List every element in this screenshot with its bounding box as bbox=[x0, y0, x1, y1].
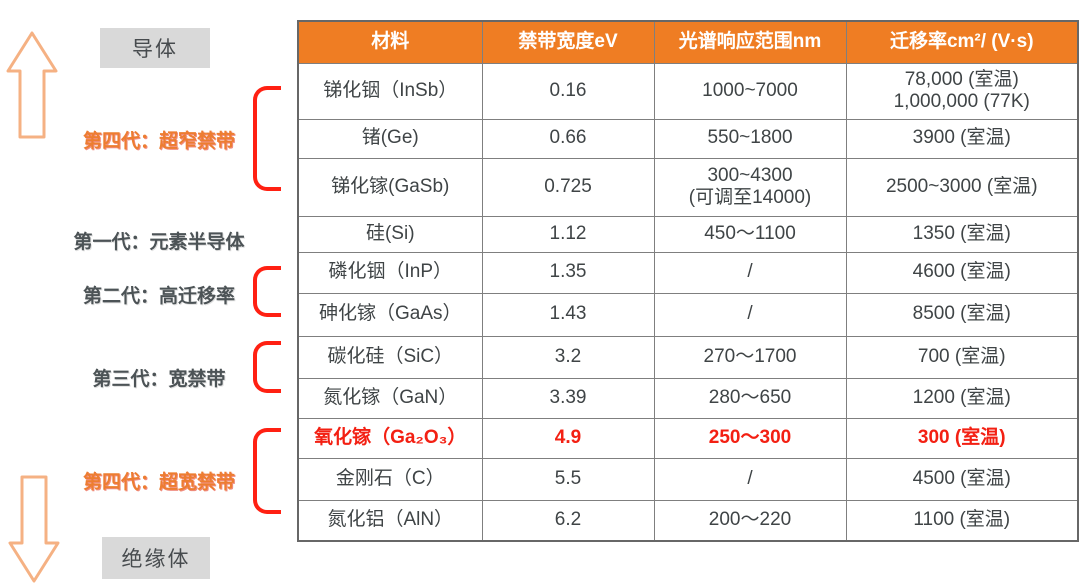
col-header-mobility: 迁移率cm²/ (V·s) bbox=[845, 20, 1079, 64]
gen1-label: 第一代：元素半导体 bbox=[73, 232, 245, 253]
conductor-box: 导体 bbox=[100, 28, 210, 68]
gen3-label: 第三代：宽禁带 bbox=[92, 369, 226, 390]
cell-spectral: 550~1800 bbox=[653, 118, 847, 159]
gen4-wide-label: 第四代：超宽禁带 bbox=[82, 472, 235, 493]
cell-material: 金刚石（C） bbox=[297, 457, 483, 501]
col-header-spectral: 光谱响应范围nm bbox=[653, 20, 847, 64]
table-header-row: 材料 禁带宽度eV 光谱响应范围nm 迁移率cm²/ (V·s) bbox=[297, 20, 1079, 64]
col-header-material: 材料 bbox=[297, 20, 483, 64]
col-header-bandgap: 禁带宽度eV bbox=[481, 20, 655, 64]
cell-mobility: 1350 (室温) bbox=[845, 215, 1079, 253]
cell-material: 氮化镓（GaN） bbox=[297, 377, 483, 419]
down-arrow-icon bbox=[8, 475, 60, 583]
cell-spectral: 450～1100 bbox=[653, 215, 847, 253]
cell-bandgap: 1.12 bbox=[481, 215, 655, 253]
cell-material: 碳化硅（SiC） bbox=[297, 335, 483, 379]
cell-spectral: / bbox=[653, 292, 847, 337]
group-bracket-gen3 bbox=[253, 341, 281, 393]
table-row: 氮化镓（GaN） 3.39 280～650 1200 (室温) bbox=[297, 377, 1079, 419]
cell-bandgap: 0.725 bbox=[481, 157, 655, 217]
materials-table: 材料 禁带宽度eV 光谱响应范围nm 迁移率cm²/ (V·s) 锑化铟（InS… bbox=[297, 20, 1079, 542]
cell-spectral: 270～1700 bbox=[653, 335, 847, 379]
cell-mobility: 700 (室温) bbox=[845, 335, 1079, 379]
cell-material: 锗(Ge) bbox=[297, 118, 483, 159]
cell-spectral: / bbox=[653, 251, 847, 294]
cell-mobility: 1100 (室温) bbox=[845, 499, 1079, 542]
cell-mobility: 3900 (室温) bbox=[845, 118, 1079, 159]
cell-bandgap: 3.2 bbox=[481, 335, 655, 379]
cell-material: 硅(Si) bbox=[297, 215, 483, 253]
cell-bandgap: 0.66 bbox=[481, 118, 655, 159]
table-row: 金刚石（C） 5.5/4500 (室温) bbox=[297, 457, 1079, 501]
cell-bandgap: 3.39 bbox=[481, 377, 655, 419]
up-arrow-icon bbox=[6, 31, 58, 139]
cell-bandgap: 6.2 bbox=[481, 499, 655, 542]
cell-spectral: / bbox=[653, 457, 847, 501]
table-row: 磷化铟（InP） 1.35/4600 (室温) bbox=[297, 251, 1079, 294]
cell-mobility: 4500 (室温) bbox=[845, 457, 1079, 501]
table-row: 锗(Ge) 0.66 550~1800 3900 (室温) bbox=[297, 118, 1079, 159]
table-row: 氧化镓（Ga₂O₃） 4.9 250～300 300 (室温) bbox=[297, 417, 1079, 459]
cell-spectral: 300~4300 (可调至14000) bbox=[653, 157, 847, 217]
cell-material: 锑化镓(GaSb) bbox=[297, 157, 483, 217]
insulator-box: 绝缘体 bbox=[102, 537, 210, 579]
cell-material: 氮化铝（AlN） bbox=[297, 499, 483, 542]
table-row: 氮化铝（AlN） 6.2 200～220 1100 (室温) bbox=[297, 499, 1079, 542]
insulator-label: 绝缘体 bbox=[121, 548, 191, 571]
cell-mobility: 300 (室温) bbox=[845, 417, 1079, 459]
cell-bandgap: 4.9 bbox=[481, 417, 655, 459]
cell-bandgap: 0.16 bbox=[481, 62, 655, 120]
cell-mobility: 8500 (室温) bbox=[845, 292, 1079, 337]
cell-spectral: 200～220 bbox=[653, 499, 847, 542]
gen2-label: 第二代：高迁移率 bbox=[82, 286, 235, 307]
cell-material: 磷化铟（InP） bbox=[297, 251, 483, 294]
cell-spectral: 250～300 bbox=[653, 417, 847, 459]
group-bracket-gen4-wide bbox=[253, 428, 281, 514]
cell-material: 砷化镓（GaAs） bbox=[297, 292, 483, 337]
table-row: 锑化铟（InSb） 0.16 1000~7000 78,000 (室温) 1,000,… bbox=[297, 62, 1079, 120]
cell-bandgap: 1.35 bbox=[481, 251, 655, 294]
materials-table-body: 锑化铟（InSb） 0.16 1000~7000 78,000 (室温) 1,000,… bbox=[297, 62, 1079, 542]
group-bracket-gen2 bbox=[253, 266, 281, 317]
table-row: 硅(Si) 1.12 450～1100 1350 (室温) bbox=[297, 215, 1079, 253]
cell-mobility: 2500~3000 (室温) bbox=[845, 157, 1079, 217]
cell-bandgap: 5.5 bbox=[481, 457, 655, 501]
gen4-narrow-label: 第四代：超窄禁带 bbox=[82, 131, 235, 152]
conductor-label: 导体 bbox=[132, 38, 178, 61]
table-row: 锑化镓(GaSb) 0.725 300~4300 (可调至14000) 2500~30… bbox=[297, 157, 1079, 217]
cell-material: 锑化铟（InSb） bbox=[297, 62, 483, 120]
cell-material: 氧化镓（Ga₂O₃） bbox=[297, 417, 483, 459]
table-row: 碳化硅（SiC） 3.2 270～1700 700 (室温) bbox=[297, 335, 1079, 379]
cell-spectral: 1000~7000 bbox=[653, 62, 847, 120]
cell-mobility: 1200 (室温) bbox=[845, 377, 1079, 419]
table-row: 砷化镓（GaAs） 1.43/8500 (室温) bbox=[297, 292, 1079, 337]
group-bracket-gen4-narrow bbox=[253, 86, 281, 191]
cell-spectral: 280～650 bbox=[653, 377, 847, 419]
cell-bandgap: 1.43 bbox=[481, 292, 655, 337]
cell-mobility: 78,000 (室温) 1,000,000 (77K) bbox=[845, 62, 1079, 120]
cell-mobility: 4600 (室温) bbox=[845, 251, 1079, 294]
